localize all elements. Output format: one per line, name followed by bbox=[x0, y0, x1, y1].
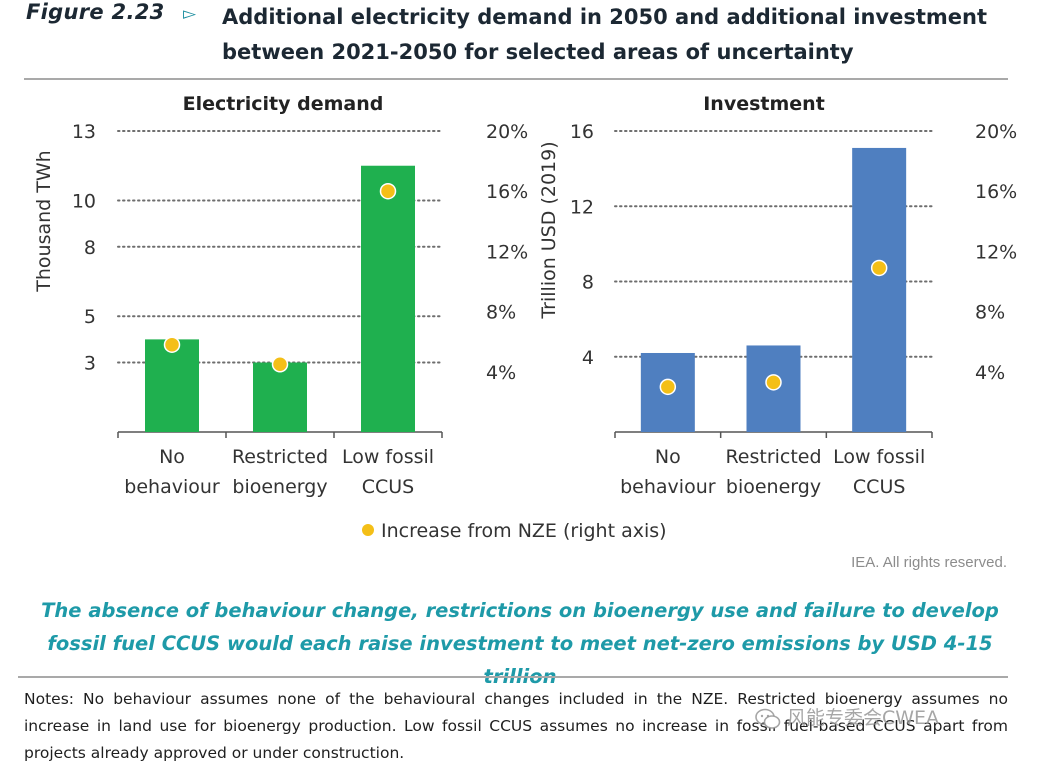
y-axis-label: Thousand TWh bbox=[33, 150, 55, 292]
y2-tick-label: 16% bbox=[975, 181, 1017, 203]
y-tick-label: 8 bbox=[84, 237, 96, 259]
y-tick-label: 10 bbox=[72, 190, 96, 212]
y-tick-label: 8 bbox=[582, 272, 594, 294]
wechat-icon bbox=[755, 708, 781, 729]
watermark-text: 风能专委会CWEA bbox=[787, 707, 940, 729]
bar bbox=[253, 362, 307, 432]
data-point bbox=[870, 259, 888, 277]
y2-tick-label: 12% bbox=[486, 241, 528, 263]
data-point bbox=[163, 336, 181, 353]
bar bbox=[361, 165, 415, 432]
chart-title: Investment bbox=[703, 93, 825, 115]
figure-title: Additional electricity demand in 2050 an… bbox=[222, 5, 987, 64]
x-tick-label: Low fossil bbox=[342, 446, 434, 468]
x-tick-label: CCUS bbox=[853, 476, 906, 498]
y-tick-label: 3 bbox=[84, 353, 96, 375]
data-point bbox=[379, 182, 397, 200]
x-tick-label: bioenergy bbox=[232, 476, 327, 498]
charts-canvas: Electricity demand Thousand TWh 3 5 8 10 13 4% 8… bbox=[33, 93, 1017, 542]
y-tick-label: 16 bbox=[570, 121, 594, 143]
y2-tick-label: 12% bbox=[975, 241, 1017, 263]
y2-tick-label: 20% bbox=[486, 121, 528, 143]
y2-tick-label: 8% bbox=[486, 302, 516, 324]
legend-label: Increase from NZE (right axis) bbox=[381, 520, 667, 542]
x-tick-label: No bbox=[159, 446, 185, 468]
x-tick-label: Restricted bbox=[232, 446, 328, 468]
y-tick-label: 13 bbox=[72, 121, 96, 143]
x-tick-label: CCUS bbox=[362, 476, 415, 498]
x-tick-label: behaviour bbox=[124, 476, 220, 498]
x-tick-label: Low fossil bbox=[833, 446, 925, 468]
data-point bbox=[659, 378, 677, 396]
bar bbox=[852, 147, 907, 432]
triangle-right-icon: ▻ bbox=[183, 4, 197, 24]
figure-label: Figure 2.23 bbox=[26, 0, 165, 24]
y2-tick-label: 8% bbox=[975, 302, 1005, 324]
x-tick-label: bioenergy bbox=[726, 476, 821, 498]
y2-tick-label: 16% bbox=[486, 181, 528, 203]
bottom-divider bbox=[18, 676, 1008, 678]
y-tick-label: 5 bbox=[84, 306, 96, 328]
caption-line-2: fossil fuel CCUS would each raise invest… bbox=[47, 632, 993, 688]
data-point bbox=[271, 356, 289, 373]
bar bbox=[145, 339, 199, 432]
y2-tick-label: 4% bbox=[486, 362, 516, 384]
figure-caption: The absence of behaviour change, restric… bbox=[20, 594, 1020, 693]
notes-text: Notes: No behaviour assumes none of the … bbox=[24, 690, 1008, 762]
data-point bbox=[765, 374, 782, 391]
x-tick-label: No bbox=[655, 446, 681, 468]
y2-tick-label: 20% bbox=[975, 121, 1017, 143]
y-tick-label: 4 bbox=[582, 347, 594, 369]
x-tick-label: Restricted bbox=[725, 446, 821, 468]
y-axis-label: Trillion USD (2019) bbox=[538, 141, 560, 319]
watermark: 风能专委会CWEA bbox=[755, 703, 939, 730]
legend-marker bbox=[362, 524, 374, 536]
top-divider bbox=[24, 78, 1008, 80]
caption-line-1: The absence of behaviour change, restric… bbox=[41, 599, 999, 622]
y2-tick-label: 4% bbox=[975, 362, 1005, 384]
copyright-note: IEA. All rights reserved. bbox=[851, 554, 1007, 571]
y-tick-label: 12 bbox=[570, 196, 594, 218]
x-tick-label: behaviour bbox=[620, 476, 716, 498]
chart-title: Electricity demand bbox=[183, 93, 384, 115]
